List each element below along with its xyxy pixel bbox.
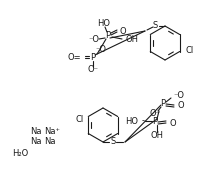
Text: ⁻O: ⁻O [173, 91, 184, 101]
Text: Cl: Cl [75, 115, 83, 124]
Text: P: P [90, 52, 96, 62]
Text: P: P [105, 31, 111, 41]
Text: O: O [177, 102, 184, 110]
Text: Na: Na [30, 137, 42, 147]
Text: O: O [169, 119, 176, 128]
Text: HO: HO [98, 19, 111, 29]
Text: HO: HO [125, 116, 138, 126]
Text: S: S [110, 137, 116, 147]
Text: -: - [141, 116, 144, 126]
Text: ⁻O: ⁻O [88, 35, 99, 43]
Text: S: S [152, 22, 158, 30]
Text: O⁻: O⁻ [88, 65, 98, 75]
Text: OH: OH [150, 130, 163, 140]
Text: O=: O= [67, 52, 81, 62]
Text: Na⁺: Na⁺ [44, 127, 60, 135]
Text: Na: Na [44, 137, 56, 147]
Text: Cl: Cl [186, 46, 194, 55]
Text: P: P [152, 116, 158, 126]
Text: H₂O: H₂O [12, 148, 28, 157]
Text: ⁻O: ⁻O [96, 44, 107, 54]
Text: OH: OH [125, 35, 138, 43]
Text: P: P [161, 98, 166, 108]
Text: O: O [119, 27, 126, 36]
Text: O⁻: O⁻ [149, 109, 161, 117]
Text: Na: Na [30, 127, 42, 135]
